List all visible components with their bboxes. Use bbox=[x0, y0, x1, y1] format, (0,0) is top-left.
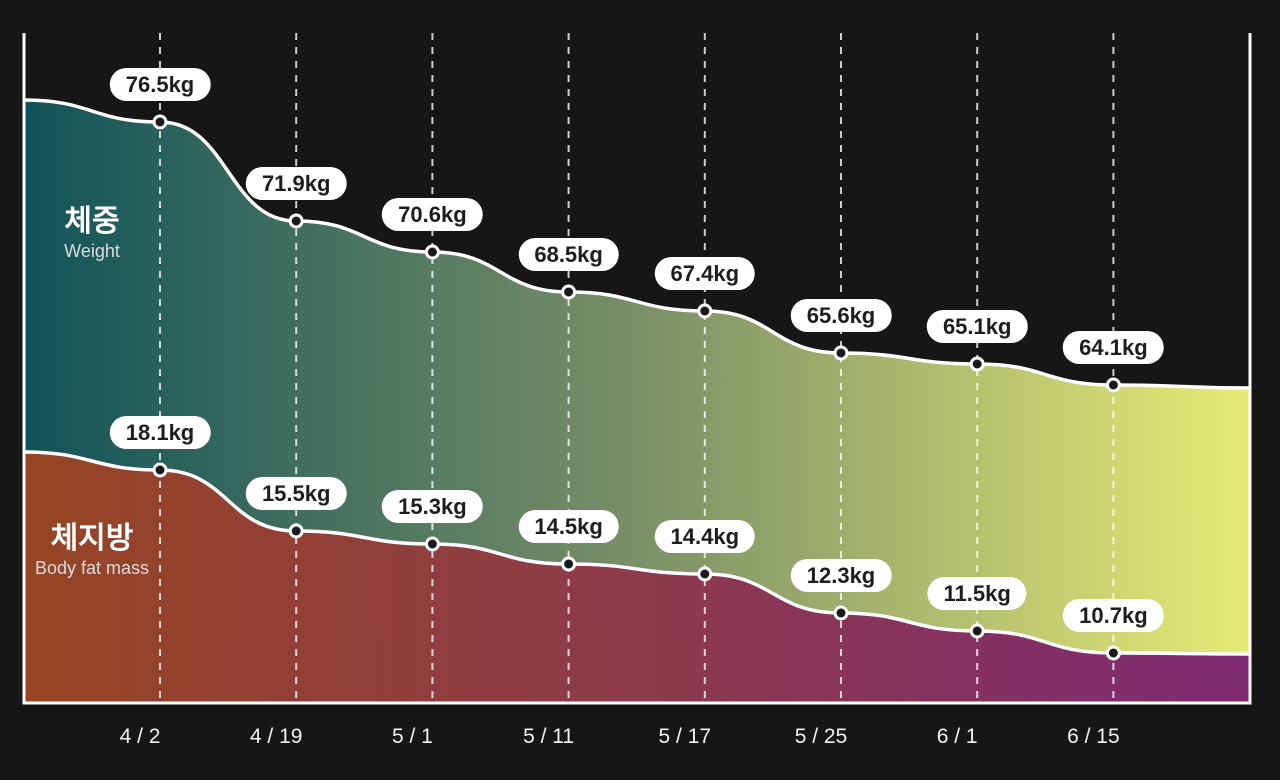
weight-data-point bbox=[697, 303, 713, 319]
weight-value-pill: 65.6kg bbox=[790, 299, 892, 332]
bodyfat-value-pill: 14.5kg bbox=[518, 510, 619, 543]
bodyfat-value-pill: 14.4kg bbox=[654, 520, 756, 553]
bodyfat-data-point bbox=[697, 566, 713, 582]
x-axis-label: 5 / 11 bbox=[523, 725, 575, 748]
weight-value-pill: 64.1kg bbox=[1063, 331, 1164, 364]
bodyfat-area bbox=[24, 452, 1250, 703]
weight-value-pill: 70.6kg bbox=[382, 198, 483, 231]
x-axis-label: 5 / 17 bbox=[658, 725, 712, 748]
weight-value-pill: 68.5kg bbox=[518, 238, 619, 271]
weight-data-point bbox=[152, 114, 168, 130]
bodyfat-value-pill: 10.7kg bbox=[1063, 599, 1164, 632]
bodyfat-value-pill: 18.1kg bbox=[109, 416, 211, 449]
weight-data-point bbox=[561, 284, 577, 300]
weight-value-pill: 65.1kg bbox=[926, 310, 1028, 343]
bodyfat-data-point bbox=[833, 605, 849, 621]
weight-data-point bbox=[969, 356, 985, 372]
weight-data-point bbox=[833, 345, 849, 361]
x-axis-label: 6 / 15 bbox=[1067, 725, 1120, 748]
bodyfat-data-point bbox=[1105, 645, 1121, 661]
x-axis-label: 5 / 25 bbox=[794, 725, 848, 748]
weight-curve bbox=[23, 98, 1251, 390]
weight-value-pill: 76.5kg bbox=[109, 68, 211, 101]
weight-data-point bbox=[1105, 377, 1121, 393]
bodyfat-value-pill: 11.5kg bbox=[927, 577, 1027, 610]
x-axis-label: 6 / 1 bbox=[936, 725, 978, 748]
bodyfat-data-point bbox=[288, 523, 304, 539]
x-axis-label: 4 / 2 bbox=[119, 725, 161, 748]
bodyfat-value-pill: 15.5kg bbox=[245, 477, 347, 510]
bodyfat-data-point bbox=[561, 556, 577, 572]
bodyfat-data-point bbox=[152, 462, 168, 478]
x-axis-label: 5 / 1 bbox=[391, 725, 433, 748]
bodyfat-data-point bbox=[424, 536, 440, 552]
bodyfat-data-point bbox=[969, 623, 985, 639]
weight-value-pill: 67.4kg bbox=[654, 257, 756, 290]
weight-data-point bbox=[288, 213, 304, 229]
weight-data-point bbox=[424, 244, 440, 260]
bodyfat-value-pill: 12.3kg bbox=[790, 559, 892, 592]
bodyfat-curve bbox=[23, 450, 1251, 656]
weight-value-pill: 71.9kg bbox=[245, 167, 347, 200]
x-axis-label: 4 / 19 bbox=[249, 725, 303, 748]
bodyfat-value-pill: 15.3kg bbox=[382, 490, 483, 523]
